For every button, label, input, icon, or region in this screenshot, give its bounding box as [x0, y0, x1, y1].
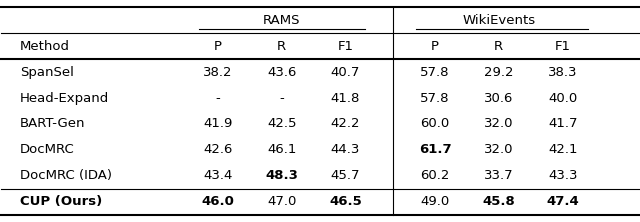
Text: 38.3: 38.3: [548, 66, 577, 79]
Text: 60.2: 60.2: [420, 169, 450, 182]
Text: 32.0: 32.0: [484, 117, 513, 131]
Text: -: -: [279, 91, 284, 105]
Text: RAMS: RAMS: [263, 14, 300, 27]
Text: 46.1: 46.1: [267, 143, 296, 156]
Text: 42.6: 42.6: [203, 143, 232, 156]
Text: P: P: [214, 40, 222, 53]
Text: -: -: [216, 91, 220, 105]
Text: 57.8: 57.8: [420, 91, 450, 105]
Text: 45.8: 45.8: [483, 195, 515, 208]
Text: 44.3: 44.3: [331, 143, 360, 156]
Text: 46.5: 46.5: [329, 195, 362, 208]
Text: 46.0: 46.0: [202, 195, 234, 208]
Text: DocMRC (IDA): DocMRC (IDA): [20, 169, 112, 182]
Text: 30.6: 30.6: [484, 91, 513, 105]
Text: 41.9: 41.9: [203, 117, 232, 131]
Text: 47.0: 47.0: [267, 195, 296, 208]
Text: 49.0: 49.0: [420, 195, 449, 208]
Text: 48.3: 48.3: [265, 169, 298, 182]
Text: R: R: [494, 40, 504, 53]
Text: DocMRC: DocMRC: [20, 143, 75, 156]
Text: WikiEvents: WikiEvents: [462, 14, 536, 27]
Text: 43.4: 43.4: [203, 169, 232, 182]
Text: 32.0: 32.0: [484, 143, 513, 156]
Text: 42.2: 42.2: [331, 117, 360, 131]
Text: 57.8: 57.8: [420, 66, 450, 79]
Text: 33.7: 33.7: [484, 169, 514, 182]
Text: Method: Method: [20, 40, 70, 53]
Text: Head-Expand: Head-Expand: [20, 91, 109, 105]
Text: R: R: [277, 40, 286, 53]
Text: CUP (Ours): CUP (Ours): [20, 195, 102, 208]
Text: 43.3: 43.3: [548, 169, 577, 182]
Text: F1: F1: [555, 40, 571, 53]
Text: 61.7: 61.7: [419, 143, 451, 156]
Text: 43.6: 43.6: [267, 66, 296, 79]
Text: 42.1: 42.1: [548, 143, 577, 156]
Text: 38.2: 38.2: [203, 66, 232, 79]
Text: 41.7: 41.7: [548, 117, 577, 131]
Text: 41.8: 41.8: [331, 91, 360, 105]
Text: F1: F1: [337, 40, 353, 53]
Text: 42.5: 42.5: [267, 117, 296, 131]
Text: 60.0: 60.0: [420, 117, 449, 131]
Text: 29.2: 29.2: [484, 66, 513, 79]
Text: 45.7: 45.7: [331, 169, 360, 182]
Text: 40.7: 40.7: [331, 66, 360, 79]
Text: 47.4: 47.4: [547, 195, 579, 208]
Text: BART-Gen: BART-Gen: [20, 117, 85, 131]
Text: 40.0: 40.0: [548, 91, 577, 105]
Text: P: P: [431, 40, 439, 53]
Text: SpanSel: SpanSel: [20, 66, 74, 79]
